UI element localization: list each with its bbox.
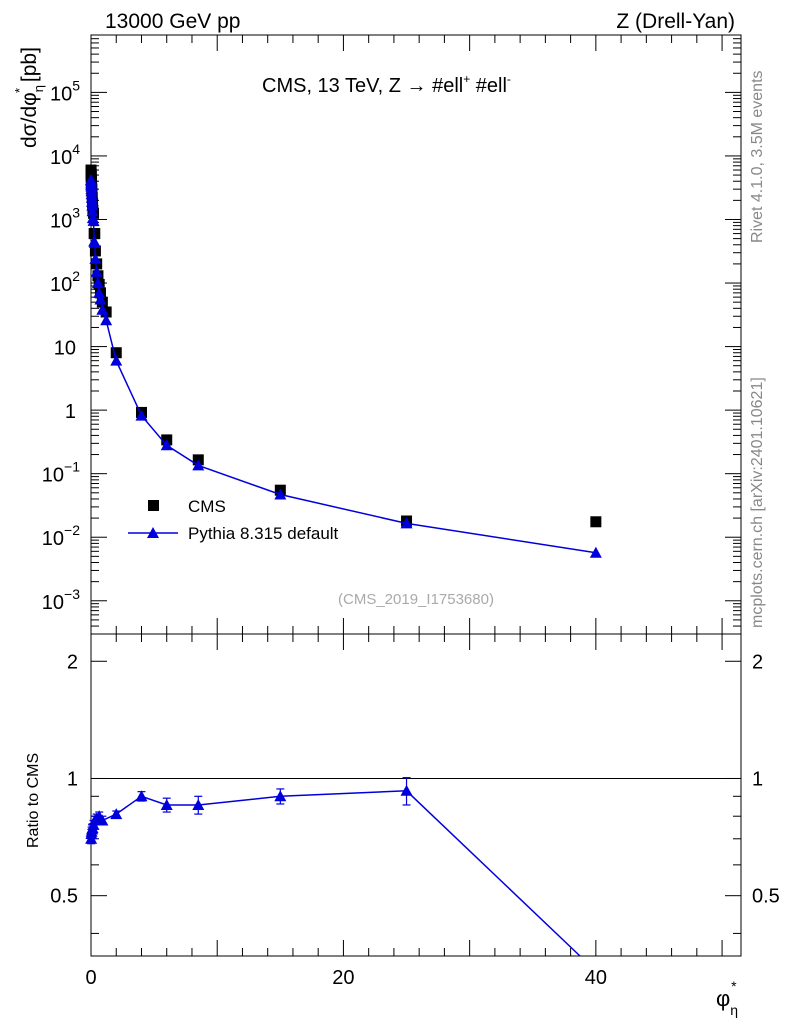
x-tick-labels: 0 20 40 xyxy=(85,967,607,989)
ratio-y-tick-label-right: 1 xyxy=(752,768,763,790)
pythia-data-point xyxy=(93,286,106,298)
main-y-tick-label: 104 xyxy=(50,141,80,169)
legend-label-cms: CMS xyxy=(188,497,226,516)
x-tick-label: 0 xyxy=(85,967,96,989)
pythia-data-point xyxy=(274,488,287,500)
rivet-label: Rivet 4.1.0, 3.5M events xyxy=(749,70,766,243)
header-right: Z (Drell-Yan) xyxy=(616,10,735,33)
main-y-tick-label: 10 xyxy=(54,338,76,360)
pythia-data-point xyxy=(96,303,109,315)
pythia-data-point xyxy=(88,236,101,248)
main-y-tick-label: 10−3 xyxy=(42,586,80,614)
ratio-axis-ticks xyxy=(90,634,741,956)
pythia-data-point xyxy=(110,354,123,366)
ratio-y-tick-labels: 0.5 0.5 1 1 2 2 xyxy=(50,651,780,907)
pythia-data-point xyxy=(160,439,173,451)
pythia-data-point xyxy=(87,214,100,226)
pythia-data-point xyxy=(86,205,99,217)
ratio-y-tick-label-right: 0.5 xyxy=(752,886,780,908)
ratio-data-point xyxy=(400,784,413,796)
pythia-data-point xyxy=(90,265,103,277)
main-y-tick-label: 103 xyxy=(50,204,80,232)
cms-data-point xyxy=(89,228,101,240)
ratio-data-point xyxy=(274,790,287,802)
main-title: CMS, 13 TeV, Z → #ell+ #ell- xyxy=(262,72,511,97)
pythia-data-point xyxy=(86,199,99,211)
x-axis-label: φη* xyxy=(716,978,738,1018)
x-tick-label: 20 xyxy=(332,967,354,989)
ratio-line xyxy=(90,790,581,957)
x-tick-label: 40 xyxy=(585,967,607,989)
pythia-data-point xyxy=(100,314,113,326)
cms-data-point xyxy=(110,347,122,359)
pythia-data-point xyxy=(400,517,413,529)
main-y-axis-label: dσ/dφη* [pb] xyxy=(12,47,46,148)
ratio-y-tick-label: 1 xyxy=(67,768,78,790)
source-label: mcplots.cern.ch [arXiv:2401.10621] xyxy=(749,377,766,628)
main-data-layer xyxy=(85,164,602,558)
pythia-data-point xyxy=(135,409,148,421)
ratio-data-point xyxy=(110,808,123,820)
ratio-y-axis-label: Ratio to CMS xyxy=(25,753,42,848)
main-y-tick-label: 10−2 xyxy=(42,522,80,550)
ratio-data-point xyxy=(135,790,148,802)
pythia-data-point xyxy=(91,277,104,289)
main-y-tick-label: 102 xyxy=(50,268,80,296)
legend-label-pythia: Pythia 8.315 default xyxy=(188,524,339,543)
pythia-line xyxy=(90,179,597,554)
cms-data-point xyxy=(590,516,602,528)
main-y-tick-label: 10−1 xyxy=(42,459,80,487)
header-left: 13000 GeV pp xyxy=(105,10,240,33)
pythia-data-point xyxy=(192,459,205,471)
ratio-data-point xyxy=(96,814,109,826)
legend-marker-pythia xyxy=(147,527,159,538)
analysis-watermark: (CMS_2019_I1753680) xyxy=(338,591,494,608)
main-panel-frame xyxy=(90,34,742,635)
pythia-data-point xyxy=(89,252,102,264)
ratio-y-tick-label: 2 xyxy=(67,651,78,673)
ratio-data-point xyxy=(160,798,173,810)
main-y-tick-label: 1 xyxy=(65,401,76,423)
main-y-tick-labels: 10−3 10−2 10−1 1 10 102 103 104 105 xyxy=(42,77,80,613)
ratio-data-layer xyxy=(85,777,741,957)
ratio-y-tick-label: 0.5 xyxy=(50,886,78,908)
pythia-data-point xyxy=(589,546,602,558)
pythia-data-point xyxy=(94,293,107,305)
legend-marker-cms xyxy=(148,500,159,511)
cms-data-point xyxy=(91,258,103,270)
ratio-y-tick-label-right: 2 xyxy=(752,651,763,673)
main-y-tick-label: 105 xyxy=(50,77,80,105)
legend: CMS Pythia 8.315 default xyxy=(128,497,339,543)
ratio-data-point xyxy=(192,798,205,810)
main-axis-ticks xyxy=(90,34,741,635)
ratio-panel-frame xyxy=(90,633,742,957)
